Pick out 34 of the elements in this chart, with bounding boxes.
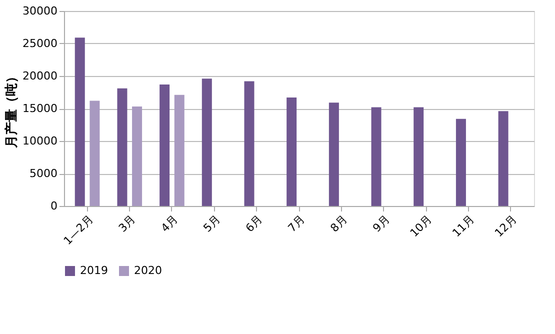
- bar: [74, 38, 85, 206]
- x-tick-label: 6月: [243, 212, 266, 235]
- bar: [160, 84, 170, 206]
- bar: [90, 100, 100, 206]
- bar: [174, 94, 184, 206]
- y-axis-title: 月产量（吨）: [4, 70, 20, 149]
- x-tick-label: 12月: [492, 212, 520, 240]
- legend-label: 2019: [80, 264, 108, 277]
- y-tick-label: 20000: [22, 70, 58, 82]
- bar: [328, 102, 339, 206]
- bar: [132, 106, 142, 206]
- y-tick-label: 10000: [22, 134, 58, 148]
- x-tick-label: 3月: [116, 212, 138, 235]
- x-tick-label: 10月: [408, 212, 435, 240]
- x-tick-label: 8月: [328, 212, 350, 235]
- x-tick-label: 9月: [370, 212, 392, 235]
- y-tick-label: 5000: [30, 167, 58, 180]
- y-tick-label: 0: [50, 200, 58, 212]
- y-tick-label: 15000: [22, 102, 58, 115]
- bar: [456, 118, 466, 206]
- x-tick-label: 5月: [200, 212, 223, 235]
- x-tick-label: 7月: [286, 212, 308, 235]
- x-tick-label: 4月: [158, 212, 180, 235]
- bar: [414, 107, 424, 206]
- x-tick-label: 11月: [450, 212, 477, 240]
- bar: [498, 111, 508, 206]
- legend-label: 2020: [134, 264, 162, 277]
- bar: [202, 78, 212, 206]
- bar: [286, 97, 297, 206]
- bar: [244, 81, 254, 206]
- y-tick-label: 25000: [22, 37, 58, 50]
- y-tick-label: 30000: [22, 4, 58, 18]
- bar: [371, 107, 382, 206]
- bar: [117, 88, 128, 206]
